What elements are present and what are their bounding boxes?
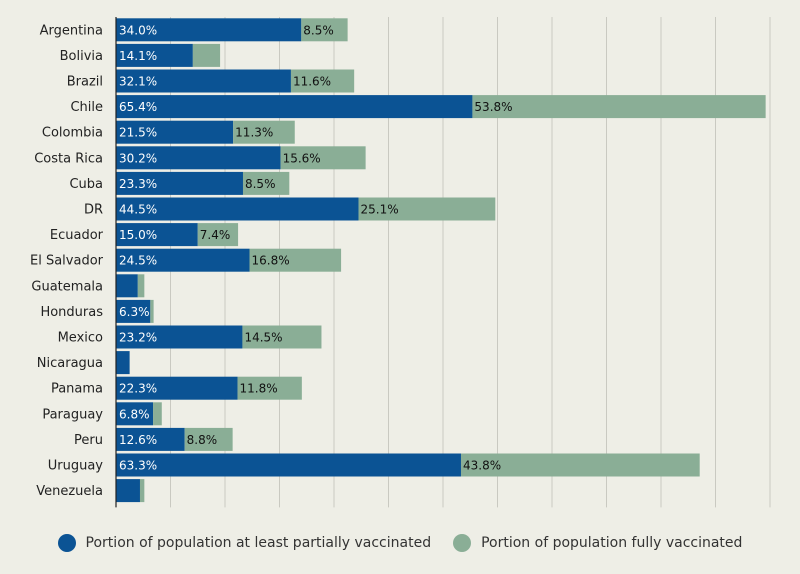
category-label-nicaragua: Nicaragua xyxy=(37,356,103,371)
bar-label-full-panama: 11.8% xyxy=(240,382,278,396)
category-label-el-salvador: El Salvador xyxy=(30,254,104,269)
bar-partial-nicaragua xyxy=(116,351,130,375)
bar-partial-brazil xyxy=(116,69,291,93)
bar-full-honduras xyxy=(150,299,154,323)
bar-full-colombia xyxy=(233,120,295,144)
bar-partial-venezuela xyxy=(116,479,140,503)
category-label-honduras: Honduras xyxy=(40,305,103,320)
legend-label-full: Portion of population fully vaccinated xyxy=(481,535,743,551)
bar-label-full-brazil: 11.6% xyxy=(293,75,331,89)
bar-label-partial-honduras: 6.3% xyxy=(119,305,150,319)
bar-label-full-dr: 25.1% xyxy=(361,203,399,217)
bar-full-argentina xyxy=(301,18,348,42)
bar-partial-argentina xyxy=(116,18,302,42)
bar-label-full-colombia: 11.3% xyxy=(235,126,273,140)
bar-label-full-cuba: 8.5% xyxy=(245,177,275,191)
category-label-uruguay: Uruguay xyxy=(48,459,104,474)
bar-partial-costa-rica xyxy=(116,146,281,170)
bar-full-cuba xyxy=(242,171,290,195)
bar-partial-cuba xyxy=(116,171,243,195)
bar-label-partial-ecuador: 15.0% xyxy=(119,228,157,242)
bar-label-full-peru: 8.8% xyxy=(187,433,218,447)
bar-partial-bolivia xyxy=(116,43,193,67)
bar-label-partial-costa-rica: 30.2% xyxy=(119,151,157,165)
bar-label-partial-colombia: 21.5% xyxy=(119,126,157,140)
category-label-ecuador: Ecuador xyxy=(50,228,104,243)
bar-full-brazil xyxy=(290,69,355,93)
category-label-cuba: Cuba xyxy=(69,177,103,192)
bar-label-partial-uruguay: 63.3% xyxy=(119,459,157,473)
bar-label-partial-dr: 44.5% xyxy=(119,203,157,217)
legend-swatch-full xyxy=(453,534,472,552)
bar-label-full-uruguay: 43.8% xyxy=(463,459,501,473)
category-label-costa-rica: Costa Rica xyxy=(34,151,103,166)
bar-label-partial-el-salvador: 24.5% xyxy=(119,254,157,268)
bar-label-partial-cuba: 23.3% xyxy=(119,177,157,191)
category-label-bolivia: Bolivia xyxy=(60,49,103,64)
bar-label-partial-mexico: 23.2% xyxy=(119,331,157,345)
bar-partial-mexico xyxy=(116,325,243,349)
category-label-brazil: Brazil xyxy=(67,75,103,90)
bar-partial-panama xyxy=(116,376,238,400)
bar-label-partial-panama: 22.3% xyxy=(119,382,157,396)
bar-label-partial-paraguay: 6.8% xyxy=(119,407,150,421)
category-label-mexico: Mexico xyxy=(58,331,103,346)
bar-label-partial-bolivia: 14.1% xyxy=(119,49,157,63)
category-label-colombia: Colombia xyxy=(42,126,103,141)
bar-full-costa-rica xyxy=(280,146,366,170)
bar-label-partial-chile: 65.4% xyxy=(119,100,157,114)
bar-full-mexico xyxy=(242,325,322,349)
bar-label-full-argentina: 8.5% xyxy=(303,23,334,37)
bar-partial-guatemala xyxy=(116,274,138,298)
bar-partial-colombia xyxy=(116,120,234,144)
bar-label-partial-peru: 12.6% xyxy=(119,433,157,447)
category-labels: Argentina Bolivia Brazil Chile Colombia Costa… xyxy=(30,23,104,499)
bar-full-guatemala xyxy=(137,274,145,298)
bars: 34.0% 8.5% 14.1% 32.1% 11.6% 65.4% 53.8% 21.5% 1… xyxy=(116,18,766,503)
bar-full-el-salvador xyxy=(249,248,342,272)
bar-label-full-mexico: 14.5% xyxy=(244,331,282,345)
bar-partial-uruguay xyxy=(116,453,461,477)
category-label-venezuela: Venezuela xyxy=(36,484,103,499)
category-label-chile: Chile xyxy=(70,100,103,115)
bar-partial-peru xyxy=(116,427,185,451)
bar-label-partial-argentina: 34.0% xyxy=(119,23,157,37)
bar-partial-chile xyxy=(116,95,473,119)
category-label-argentina: Argentina xyxy=(40,23,103,38)
bar-label-full-costa-rica: 15.6% xyxy=(283,151,321,165)
bar-partial-honduras xyxy=(116,299,151,323)
bar-label-full-el-salvador: 16.8% xyxy=(252,254,290,268)
bar-label-full-chile: 53.8% xyxy=(474,100,512,114)
category-label-panama: Panama xyxy=(51,382,103,397)
bar-partial-ecuador xyxy=(116,223,198,247)
bar-partial-el-salvador xyxy=(116,248,250,272)
bar-full-chile xyxy=(472,95,766,119)
category-label-peru: Peru xyxy=(74,433,103,448)
category-label-guatemala: Guatemala xyxy=(31,279,103,294)
bar-full-bolivia xyxy=(192,43,221,67)
bar-full-ecuador xyxy=(197,223,239,247)
bar-label-partial-brazil: 32.1% xyxy=(119,75,157,89)
bar-label-full-ecuador: 7.4% xyxy=(200,228,231,242)
bar-partial-paraguay xyxy=(116,402,154,426)
bar-partial-dr xyxy=(116,197,359,221)
bar-full-panama xyxy=(237,376,302,400)
legend-label-partial: Portion of population at least partially… xyxy=(85,535,432,551)
bar-full-peru xyxy=(184,427,233,451)
legend: Portion of population at least partially… xyxy=(0,530,800,556)
legend-swatch-partial xyxy=(57,534,76,552)
legend-item-partial: Portion of population at least partially… xyxy=(57,534,432,552)
bar-full-paraguay xyxy=(153,402,162,426)
bar-full-dr xyxy=(358,197,496,221)
bar-full-uruguay xyxy=(460,453,700,477)
category-label-dr: DR xyxy=(84,203,103,218)
legend-item-full: Portion of population fully vaccinated xyxy=(453,534,742,552)
category-label-paraguay: Paraguay xyxy=(42,407,103,422)
bar-full-venezuela xyxy=(139,479,145,503)
